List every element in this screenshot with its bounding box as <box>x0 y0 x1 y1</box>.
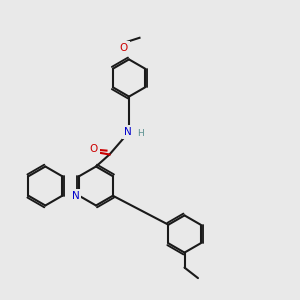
Text: H: H <box>137 129 144 138</box>
Text: N: N <box>72 191 80 201</box>
Text: N: N <box>124 127 131 137</box>
Text: O: O <box>90 144 98 154</box>
Text: O: O <box>119 43 128 53</box>
